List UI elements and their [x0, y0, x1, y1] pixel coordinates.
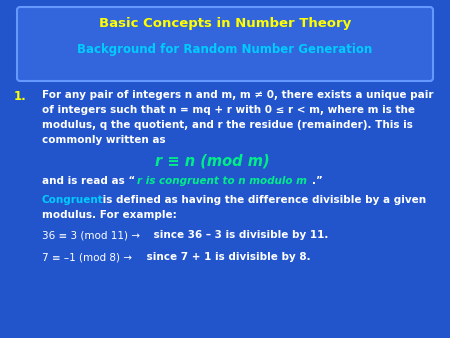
Text: modulus, q the quotient, and r the residue (remainder). This is: modulus, q the quotient, and r the resid… — [42, 120, 413, 130]
Text: r ≡ n (mod m): r ≡ n (mod m) — [155, 153, 270, 168]
Text: 36 ≡ 3 (mod 11) →: 36 ≡ 3 (mod 11) → — [42, 230, 140, 240]
Text: Congruent: Congruent — [42, 195, 104, 205]
Text: Background for Random Number Generation: Background for Random Number Generation — [77, 43, 373, 55]
Text: since 7 + 1 is divisible by 8.: since 7 + 1 is divisible by 8. — [143, 252, 310, 262]
Text: modulus. For example:: modulus. For example: — [42, 210, 177, 220]
Text: 1.: 1. — [14, 90, 27, 103]
Text: For any pair of integers n and m, m ≠ 0, there exists a unique pair: For any pair of integers n and m, m ≠ 0,… — [42, 90, 433, 100]
Text: since 36 – 3 is divisible by 11.: since 36 – 3 is divisible by 11. — [150, 230, 328, 240]
Text: .”: .” — [312, 176, 323, 186]
Text: r is congruent to n modulo m: r is congruent to n modulo m — [137, 176, 307, 186]
Text: is defined as having the difference divisible by a given: is defined as having the difference divi… — [99, 195, 426, 205]
Text: of integers such that n = mq + r with 0 ≤ r < m, where m is the: of integers such that n = mq + r with 0 … — [42, 105, 415, 115]
Text: 7 ≡ –1 (mod 8) →: 7 ≡ –1 (mod 8) → — [42, 252, 132, 262]
Text: commonly written as: commonly written as — [42, 135, 166, 145]
Text: and is read as “: and is read as “ — [42, 176, 135, 186]
Text: Basic Concepts in Number Theory: Basic Concepts in Number Theory — [99, 17, 351, 29]
FancyBboxPatch shape — [17, 7, 433, 81]
